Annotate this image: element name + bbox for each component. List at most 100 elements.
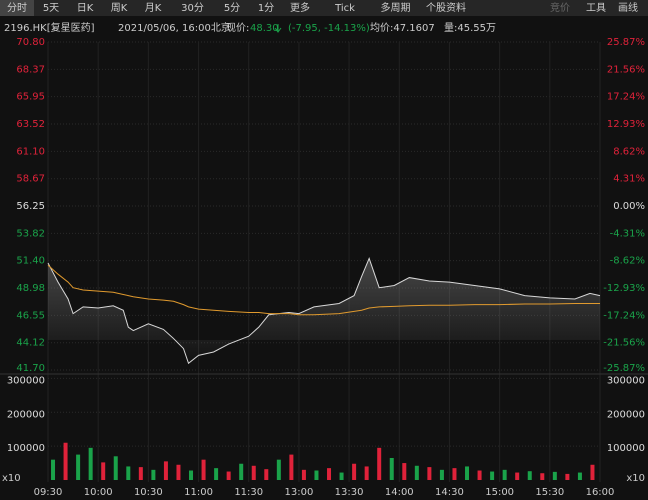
price-area bbox=[48, 258, 600, 364]
tab[interactable]: 周K bbox=[111, 2, 128, 14]
volume-bar bbox=[201, 459, 206, 480]
x-tick-label: 13:30 bbox=[335, 487, 364, 498]
y-tick-label: 56.25 bbox=[16, 201, 45, 212]
volume-bar bbox=[427, 467, 432, 480]
unit-label-right: x10 bbox=[626, 473, 645, 484]
price-line bbox=[47, 257, 601, 365]
symbol: 2196.HK[复星医药] bbox=[4, 21, 95, 34]
price-line bbox=[47, 264, 600, 316]
volume-bar bbox=[226, 471, 231, 480]
x-tick-label: 16:00 bbox=[586, 487, 615, 498]
y2-tick-label: -4.31% bbox=[610, 228, 645, 239]
volume-bar bbox=[251, 465, 256, 480]
y2-tick-label: 12.93% bbox=[607, 119, 645, 130]
y-tick-label: 65.95 bbox=[16, 92, 45, 103]
x-tick-label: 11:00 bbox=[184, 487, 213, 498]
info-bar: 2196.HK[复星医药] 2021/05/06, 16:00北京 现价: 48… bbox=[4, 21, 496, 34]
y-tick-label: 51.40 bbox=[16, 256, 45, 267]
volume-bar bbox=[264, 469, 269, 480]
avg: 均价:47.1607 bbox=[370, 22, 435, 34]
x-tick-label: 14:00 bbox=[385, 487, 414, 498]
volume-tick-label: 300000 bbox=[7, 375, 45, 386]
volume-bar bbox=[289, 454, 294, 480]
volume-bar bbox=[339, 472, 344, 480]
volume-bar bbox=[163, 461, 168, 480]
volume-bar bbox=[414, 465, 419, 480]
y-tick-label: 44.12 bbox=[16, 338, 45, 349]
tab[interactable]: 1分 bbox=[258, 2, 274, 14]
change: (-7.95, -14.13%) bbox=[288, 23, 370, 34]
y2-tick-label: -8.62% bbox=[610, 256, 645, 267]
y-tick-label: 48.98 bbox=[16, 283, 45, 294]
y-tick-label: 68.37 bbox=[16, 64, 45, 75]
volume-bar bbox=[352, 463, 357, 480]
volume-bar bbox=[452, 468, 457, 480]
y-tick-label: 46.55 bbox=[16, 310, 45, 321]
x-tick-label: 09:30 bbox=[34, 487, 63, 498]
tool-button[interactable]: 工具 bbox=[586, 2, 606, 14]
x-tick-label: 10:00 bbox=[84, 487, 113, 498]
tab[interactable]: 分时 bbox=[7, 2, 27, 14]
volume-bar bbox=[389, 457, 394, 480]
tab[interactable]: 日K bbox=[77, 3, 94, 14]
tool-button[interactable]: 画线 bbox=[618, 1, 638, 14]
volume-bar bbox=[88, 447, 93, 480]
volume-tick-label-right: 300000 bbox=[607, 375, 645, 386]
tab[interactable]: Tick bbox=[334, 3, 355, 14]
unit-label: x10 bbox=[2, 473, 21, 484]
volume-tick-label-right: 100000 bbox=[607, 443, 645, 454]
tab[interactable]: 多周期 bbox=[381, 1, 411, 14]
y-tick-label: 53.82 bbox=[16, 228, 45, 239]
volume-bar bbox=[51, 459, 56, 480]
volume-bar bbox=[189, 470, 194, 480]
tab[interactable]: 5分 bbox=[224, 2, 240, 14]
volume-bar bbox=[301, 469, 306, 480]
volume-bar bbox=[126, 466, 131, 480]
x-tick-label: 14:30 bbox=[435, 487, 464, 498]
x-tick-label: 10:30 bbox=[134, 487, 163, 498]
volume-bar bbox=[439, 469, 444, 480]
tab[interactable]: 30分 bbox=[181, 2, 204, 14]
volume-bar bbox=[515, 472, 520, 480]
volume-tick-label: 100000 bbox=[7, 443, 45, 454]
price: 48.30 bbox=[250, 23, 279, 34]
x-tick-label: 13:00 bbox=[284, 487, 313, 498]
tab[interactable]: 5天 bbox=[43, 3, 59, 14]
y2-tick-label: -12.93% bbox=[603, 283, 645, 294]
volume-tick-label-right: 200000 bbox=[607, 409, 645, 420]
toolbar bbox=[0, 0, 648, 16]
volume-bar bbox=[377, 447, 382, 480]
price-label: 现价: bbox=[226, 22, 249, 34]
y2-tick-label: -25.87% bbox=[603, 363, 645, 374]
y-tick-label: 58.67 bbox=[16, 174, 45, 185]
down-arrow bbox=[274, 24, 282, 33]
time: 2021/05/06, 16:00北京 bbox=[118, 21, 231, 34]
tool-button[interactable]: 竞价 bbox=[550, 1, 570, 14]
volume-bar bbox=[239, 463, 244, 480]
volume: 量:45.55万 bbox=[444, 22, 496, 34]
tab[interactable]: 更多 bbox=[290, 1, 310, 14]
volume-bar bbox=[540, 473, 545, 480]
volume-bar bbox=[214, 468, 219, 480]
volume-bar bbox=[577, 472, 582, 480]
volume-bar bbox=[151, 469, 156, 480]
y2-tick-label: -17.24% bbox=[603, 310, 645, 321]
volume-tick-label: 200000 bbox=[7, 409, 45, 420]
tab[interactable]: 个股资料 bbox=[426, 1, 466, 14]
volume-bar bbox=[327, 468, 332, 480]
volume-bar bbox=[314, 470, 319, 480]
y2-tick-label: 25.87% bbox=[607, 37, 645, 48]
y2-tick-label: 4.31% bbox=[613, 174, 645, 185]
volume-bar bbox=[276, 459, 281, 480]
volume-bar bbox=[477, 470, 482, 480]
volume-bar bbox=[63, 442, 68, 480]
volume-bar bbox=[113, 456, 118, 480]
y-tick-label: 63.52 bbox=[16, 119, 45, 130]
y2-tick-label: 21.56% bbox=[607, 64, 645, 75]
tab[interactable]: 月K bbox=[145, 2, 162, 14]
volume-bar bbox=[565, 473, 570, 480]
x-tick-label: 15:00 bbox=[485, 487, 514, 498]
volume-bar bbox=[101, 462, 106, 480]
